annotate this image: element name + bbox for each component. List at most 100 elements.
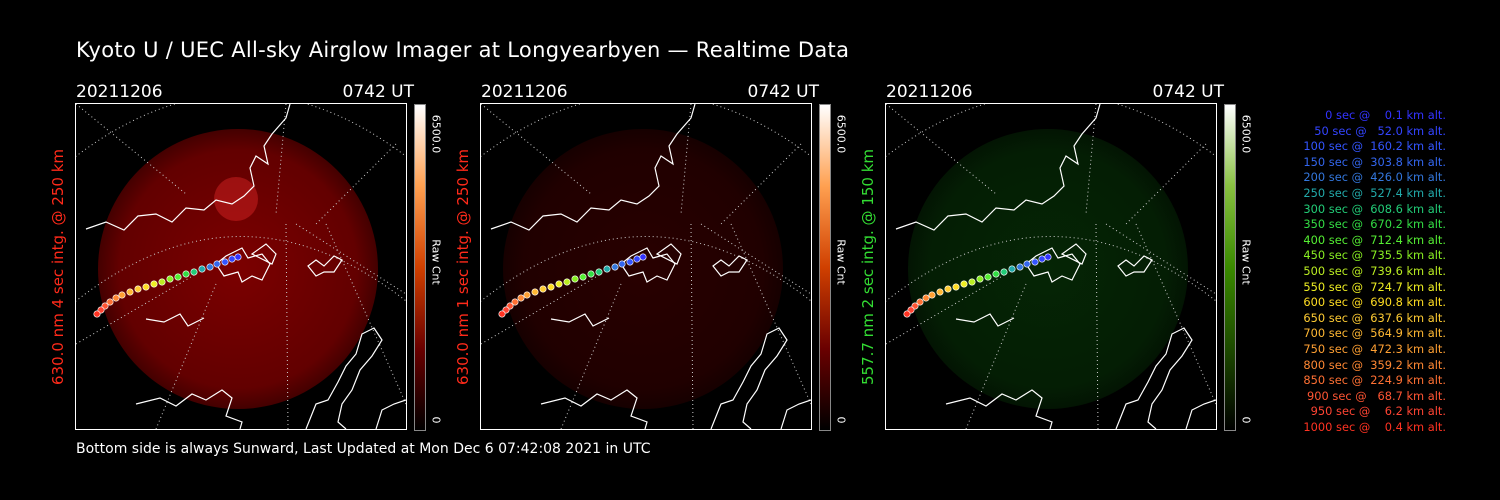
legend-row: 550 sec @ 724.7 km alt. — [1299, 279, 1446, 294]
allsky-image — [75, 103, 407, 430]
coastline — [250, 243, 277, 265]
wavelength-label: 630.0 nm 1 sec intg. @ 250 km — [454, 148, 472, 385]
coastline — [1060, 243, 1087, 265]
trajectory-point — [1008, 265, 1016, 273]
trajectory-point — [952, 283, 960, 291]
coastline — [490, 104, 696, 231]
colorbar-min: 0 — [429, 416, 443, 424]
graticule-line — [1135, 223, 1216, 405]
graticule-line — [325, 223, 406, 405]
trajectory-point — [922, 294, 930, 302]
trajectory-point — [626, 258, 634, 266]
trajectory-point — [603, 265, 611, 273]
colorbar-max: 6500.0 — [1239, 114, 1253, 154]
legend-row: 400 sec @ 712.4 km alt. — [1299, 232, 1446, 247]
coastline — [307, 255, 343, 277]
page-title: Kyoto U / UEC All-sky Airglow Imager at … — [76, 38, 850, 62]
panel-date: 20211206 — [76, 82, 163, 102]
trajectory-point — [916, 298, 924, 306]
coastline — [145, 313, 205, 327]
trajectory-point — [976, 275, 984, 283]
graticule-line — [700, 223, 811, 295]
trajectory-point — [182, 270, 190, 278]
coastline — [135, 389, 243, 429]
bright-patch — [214, 177, 258, 221]
allsky-image — [480, 103, 812, 430]
coastline — [620, 247, 676, 283]
coastline — [375, 399, 406, 429]
trajectory-point — [639, 253, 647, 261]
trajectory-point — [1044, 253, 1052, 261]
trajectory-point — [174, 273, 182, 281]
trajectory-point — [555, 280, 563, 288]
trajectory-point — [166, 275, 174, 283]
graticule-line — [295, 223, 406, 295]
trajectory-point — [498, 310, 506, 318]
legend-row: 950 sec @ 6.2 km alt. — [1307, 404, 1446, 419]
coastline — [540, 389, 648, 429]
legend-row: 750 sec @ 472.3 km alt. — [1299, 341, 1446, 356]
coastline — [895, 104, 1101, 231]
airglow-map — [76, 104, 406, 429]
trajectory-point — [968, 278, 976, 286]
airglow-map — [886, 104, 1216, 429]
trajectory-point — [1016, 263, 1024, 271]
coastline — [1025, 247, 1081, 283]
allsky-image — [885, 103, 1217, 430]
colorbar-min: 0 — [1239, 416, 1253, 424]
panel-date: 20211206 — [886, 82, 973, 102]
graticule-line — [680, 104, 692, 215]
trajectory-point — [611, 263, 619, 271]
colorbar-max: 6500.0 — [429, 114, 443, 154]
graticule-line — [275, 104, 287, 215]
legend-row: 500 sec @ 739.6 km alt. — [1299, 263, 1446, 278]
legend-row: 600 sec @ 690.8 km alt. — [1299, 295, 1446, 310]
colorbar-label: Raw Cnt — [429, 239, 443, 285]
trajectory-point — [142, 283, 150, 291]
legend-row: 300 sec @ 608.6 km alt. — [1299, 201, 1446, 216]
graticule-line — [1105, 223, 1216, 295]
legend-row: 200 sec @ 426.0 km alt. — [1299, 170, 1446, 185]
trajectory-point — [93, 310, 101, 318]
graticule-line — [886, 236, 1216, 302]
trajectory-point — [190, 268, 198, 276]
coastline — [85, 104, 291, 231]
coastline — [955, 313, 1015, 327]
airglow-disk — [908, 129, 1188, 409]
graticule-line — [730, 223, 811, 405]
wavelength-label-wrap: 630.0 nm 1 sec intg. @ 250 km — [453, 104, 473, 429]
legend-row: 650 sec @ 637.6 km alt. — [1299, 310, 1446, 325]
trajectory-point — [106, 298, 114, 306]
colorbar-label: Raw Cnt — [834, 239, 848, 285]
airglow-disk — [98, 129, 378, 409]
coastline — [712, 255, 748, 277]
trajectory-point — [1000, 268, 1008, 276]
trajectory-point — [944, 285, 952, 293]
trajectory-point — [134, 285, 142, 293]
trajectory-point — [587, 270, 595, 278]
coastline — [1185, 399, 1216, 429]
legend-row: 50 sec @ 52.0 km alt. — [1307, 123, 1446, 138]
trajectory-point — [571, 275, 579, 283]
legend-row: 0 sec @ 0.1 km alt. — [1314, 108, 1446, 122]
graticule-line — [720, 143, 802, 225]
imager-panel: 20211206 0742 UT 630.0 nm 1 sec intg. @ … — [454, 82, 899, 432]
panel-date: 20211206 — [481, 82, 568, 102]
trajectory-point — [960, 280, 968, 288]
legend-row: 800 sec @ 359.2 km alt. — [1299, 357, 1446, 372]
trajectory-point — [1023, 260, 1031, 268]
footer-note: Bottom side is always Sunward, Last Upda… — [76, 441, 651, 457]
legend-row: 700 sec @ 564.9 km alt. — [1299, 326, 1446, 341]
legend-row: 150 sec @ 303.8 km alt. — [1299, 154, 1446, 169]
trajectory-point — [618, 260, 626, 268]
wavelength-label-wrap: 557.7 nm 2 sec intg. @ 150 km — [858, 104, 878, 429]
colorbar — [1224, 104, 1236, 431]
legend-row: 1000 sec @ 0.4 km alt. — [1303, 419, 1446, 434]
trajectory-point — [928, 291, 936, 299]
coastline — [550, 313, 610, 327]
trajectory-point — [1031, 258, 1039, 266]
wavelength-label-wrap: 630.0 nm 4 sec intg. @ 250 km — [48, 104, 68, 429]
colorbar-min: 0 — [834, 416, 848, 424]
airglow-map — [481, 104, 811, 429]
trajectory-point — [221, 258, 229, 266]
